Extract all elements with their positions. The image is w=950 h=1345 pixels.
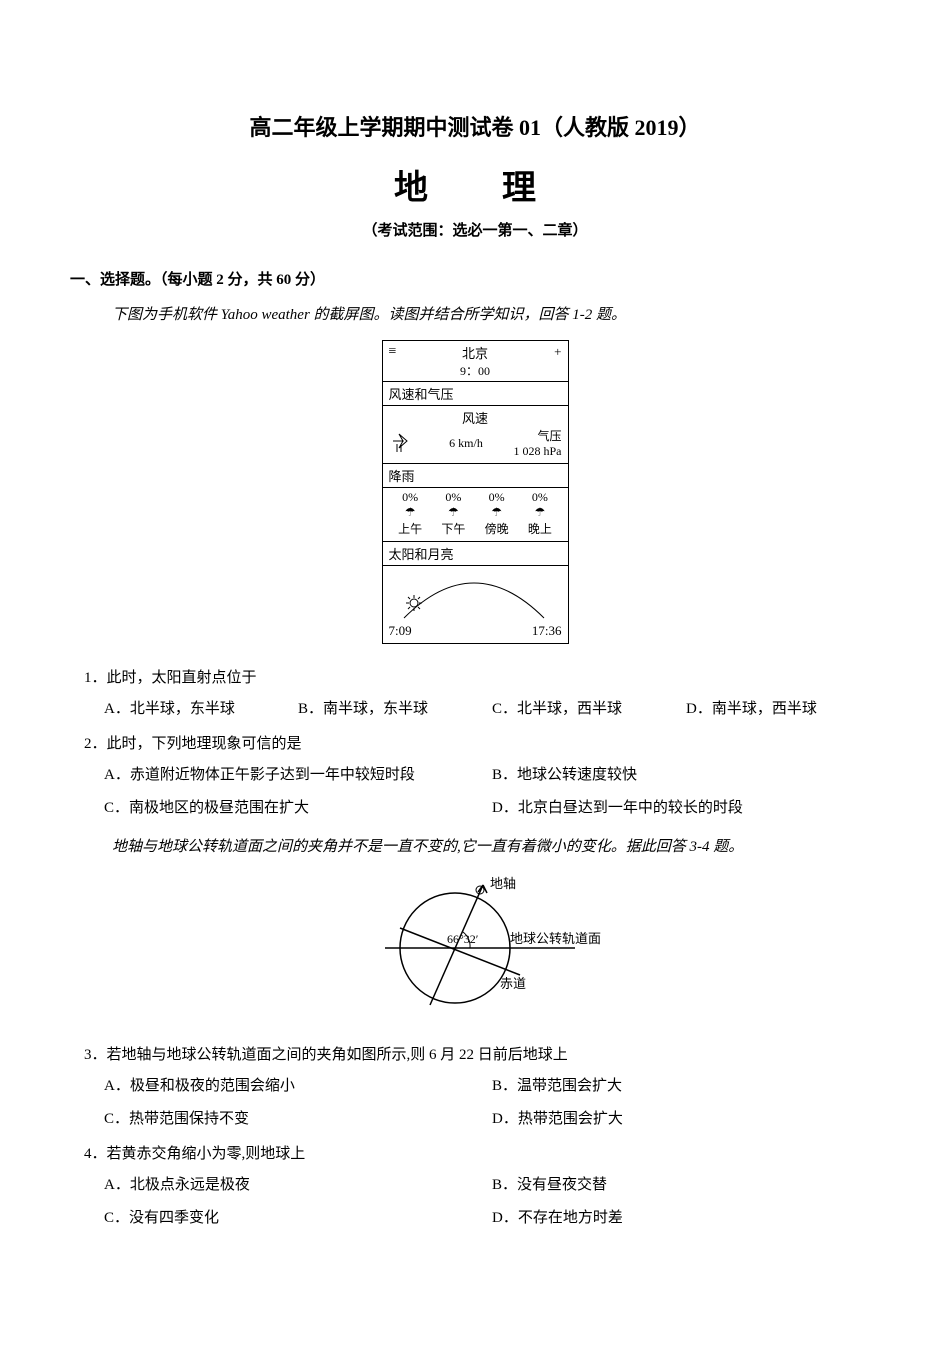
q1-options: A．北半球，东半球 B．南半球，东半球 C．北半球，西半球 D．南半球，西半球 [104,697,880,718]
q4-options: A．北极点永远是极夜 B．没有昼夜交替 C．没有四季变化 D．不存在地方时差 [104,1173,880,1227]
rain-label-3: 晚上 [518,520,561,537]
city-name: 北京 [462,346,488,361]
hamburger-icon: ≡ [389,344,397,360]
sun-moon-label: 太阳和月亮 [383,542,568,565]
umbrella-icon: ☂ [518,505,561,520]
rain-label: 降雨 [383,464,568,487]
sunrise-time: 7:09 [389,623,412,639]
rain-col-evening: 0% ☂ 傍晚 [475,490,518,537]
rain-label-0: 上午 [389,520,432,537]
rain-label-2: 傍晚 [475,520,518,537]
rain-pct-1: 0% [432,490,475,505]
rain-col-morning: 0% ☂ 上午 [389,490,432,537]
rain-col-night: 0% ☂ 晚上 [518,490,561,537]
exam-page: 高二年级上学期期中测试卷 01（人教版 2019） 地 理 （考试范围：选必一第… [0,0,950,1299]
q1-opt-c: C．北半球，西半球 [492,697,686,718]
sun-arc [389,568,562,623]
umbrella-icon: ☂ [432,505,475,520]
q3-opt-d: D．热带范围会扩大 [492,1107,880,1128]
umbrella-icon: ☂ [389,505,432,520]
q2-stem: 2．此时，下列地理现象可信的是 [84,732,880,753]
wind-value: 6 km/h [449,436,483,451]
exam-subject: 地 理 [70,160,880,209]
earth-axis-diagram: 66°32′ 地轴 地球公转轨道面 赤道 [70,870,880,1025]
plus-icon: + [554,344,561,360]
rain-pct-0: 0% [389,490,432,505]
rain-section: 0% ☂ 上午 0% ☂ 下午 0% ☂ 傍晚 0% [383,487,568,542]
passage-intro-2: 地轴与地球公转轨道面之间的夹角并不是一直不变的,它一直有着微小的变化。据此回答 … [112,835,880,856]
axis-label: 地轴 [490,876,516,891]
q3-options: A．极昼和极夜的范围会缩小 B．温带范围会扩大 C．热带范围保持不变 D．热带范… [104,1074,880,1128]
q4-opt-c: C．没有四季变化 [104,1206,492,1227]
orbit-label: 地球公转轨道面 [510,931,601,946]
equator-label: 赤道 [500,976,526,991]
q2-options: A．赤道附近物体正午影子达到一年中较短时段 B．地球公转速度较快 C．南极地区的… [104,763,880,817]
wind-vane-icon [389,428,419,459]
sun-section: 7:09 17:36 [383,565,568,643]
q3-opt-c: C．热带范围保持不变 [104,1107,492,1128]
q4-opt-d: D．不存在地方时差 [492,1206,880,1227]
passage-intro-1: 下图为手机软件 Yahoo weather 的截屏图。读图并结合所学知识，回答 … [112,303,880,324]
q2-opt-c: C．南极地区的极昼范围在扩大 [104,796,492,817]
widget-header: ≡ 北京 + 9：00 [383,341,568,382]
q1-opt-d: D．南半球，西半球 [686,697,880,718]
q2-opt-b: B．地球公转速度较快 [492,763,880,784]
q2-opt-d: D．北京白昼达到一年中的较长的时段 [492,796,880,817]
q4-opt-a: A．北极点永远是极夜 [104,1173,492,1194]
wind-pressure-section: 风速 6 km/h 气压 1 028 hPa [383,405,568,464]
sunset-time: 17:36 [532,623,562,639]
widget-section1-label: 风速和气压 [383,382,568,405]
weather-figure: ≡ 北京 + 9：00 风速和气压 风速 6 km/h [70,340,880,644]
exam-scope: （考试范围：选必一第一、二章） [70,219,880,240]
section-header: 一、选择题。（每小题 2 分，共 60 分） [70,268,880,289]
q3-stem: 3．若地轴与地球公转轨道面之间的夹角如图所示,则 6 月 22 日前后地球上 [84,1043,880,1064]
rain-label-1: 下午 [432,520,475,537]
q3-opt-a: A．极昼和极夜的范围会缩小 [104,1074,492,1095]
q1-opt-a: A．北半球，东半球 [104,697,298,718]
rain-pct-2: 0% [475,490,518,505]
q2-opt-a: A．赤道附近物体正午影子达到一年中较短时段 [104,763,492,784]
q4-stem: 4．若黄赤交角缩小为零,则地球上 [84,1142,880,1163]
rain-pct-3: 0% [518,490,561,505]
weather-widget: ≡ 北京 + 9：00 风速和气压 风速 6 km/h [382,340,569,644]
angle-label: 66°32′ [447,932,479,946]
rain-col-afternoon: 0% ☂ 下午 [432,490,475,537]
umbrella-icon: ☂ [475,505,518,520]
q3-opt-b: B．温带范围会扩大 [492,1074,880,1095]
q4-opt-b: B．没有昼夜交替 [492,1173,880,1194]
q1-opt-b: B．南半球，东半球 [298,697,492,718]
q1-stem: 1．此时，太阳直射点位于 [84,666,880,687]
pressure-label: 气压 [513,427,561,444]
pressure-value: 1 028 hPa [513,444,561,459]
widget-time: 9：00 [389,362,562,379]
exam-title-line1: 高二年级上学期期中测试卷 01（人教版 2019） [70,110,880,142]
wind-label: 风速 [389,408,562,427]
